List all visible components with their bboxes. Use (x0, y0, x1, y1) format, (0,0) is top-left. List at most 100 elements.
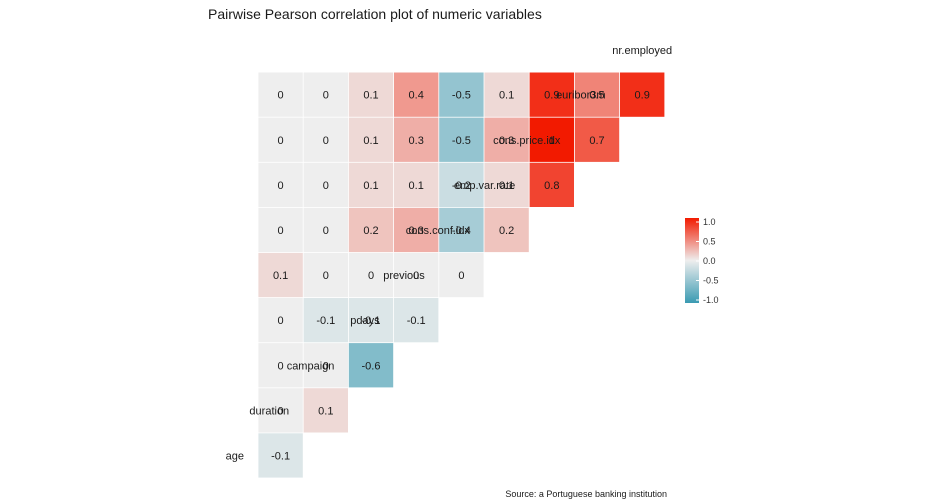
heatmap-cell-cons.price.idx-previous (439, 162, 484, 207)
variable-label-cons-price-idx: cons.price.idx (493, 135, 561, 147)
cell-value-label: 0 (278, 180, 284, 192)
heatmap-cell-nr.employed-duration (303, 72, 348, 117)
cell-value-label: 0.1 (273, 270, 288, 282)
heatmap-cell-emp.var.rate-age (258, 207, 303, 253)
cell-value-label: 0 (368, 270, 374, 282)
cell-value-label: 0.1 (363, 135, 378, 147)
legend-tick-label: 0.5 (703, 237, 716, 247)
cell-value-label: -0.1 (271, 450, 290, 462)
variable-labels: age duration campaign pdays previous cons.con… (226, 45, 673, 462)
heatmap-cell-euribor3m-cons.price.idx (574, 117, 620, 162)
cell-value-label: 0 (323, 225, 329, 237)
heatmap-cell-emp.var.rate-duration (303, 207, 348, 253)
heatmap-cell-cons.price.idx-duration (303, 162, 348, 207)
cell-value-label: 0.1 (499, 180, 514, 192)
cell-value-label: -0.4 (452, 225, 471, 237)
heatmap-cell-nr.employed-age (258, 72, 303, 117)
cell-value-label: 0.3 (409, 135, 424, 147)
cell-value-label: -0.5 (452, 135, 471, 147)
heatmap-cell-nr.employed-previous (439, 72, 484, 117)
cell-value-label: 0.1 (409, 180, 424, 192)
heatmap-cells: -0.1 0 0.1 0 0 -0.6 0 -0.1 -0.1 -0.1 0.1 0 0 0 0 0 0 0.2 0… (258, 72, 665, 478)
cell-value-label: 0.7 (589, 135, 604, 147)
legend-tick-label: -0.5 (703, 276, 719, 286)
cell-value-label: 0 (323, 180, 329, 192)
cell-value-label: 0.1 (363, 90, 378, 102)
variable-label-emp-var-rate: emp.var.rate (454, 180, 515, 192)
cell-value-label: 0 (458, 270, 464, 282)
cell-value-label: 0 (278, 405, 284, 417)
chart-caption: Source: a Portuguese banking institution (505, 489, 667, 499)
cell-value-label: 0 (278, 135, 284, 147)
cell-value-label: 0 (278, 360, 284, 372)
cell-value-label: 0.1 (363, 180, 378, 192)
cell-value-label: 0 (413, 270, 419, 282)
heatmap-cell-euribor3m-pdays (394, 117, 439, 162)
heatmap-cell-pdays-duration (303, 343, 348, 388)
heatmap-cell-cons.price.idx-pdays (394, 162, 439, 207)
cell-value-label: -0.1 (316, 315, 335, 327)
cell-value-label: 0.3 (499, 135, 514, 147)
heatmap-cell-campaign-duration (303, 388, 348, 433)
heatmap-cell-cons.price.idx-campaign (348, 162, 394, 207)
cell-value-label: 0.4 (409, 90, 424, 102)
heatmap-cell-euribor3m-previous (439, 117, 484, 162)
heatmap-cell-nr.employed-euribor3m (620, 72, 665, 117)
heatmap-cell-cons.price.idx-age (258, 162, 303, 207)
heatmap-cell-euribor3m-cons.conf.idx (484, 117, 529, 162)
cell-value-label: 0 (278, 315, 284, 327)
heatmap-cell-nr.employed-campaign (348, 72, 394, 117)
variable-label-duration: duration (249, 405, 289, 417)
cell-value-label: 0.9 (544, 90, 559, 102)
variable-label-cons-conf-idx: cons.conf.idx (406, 225, 471, 237)
cell-value-label: 0.3 (409, 225, 424, 237)
heatmap-cell-cons.price.idx-emp.var.rate (529, 162, 574, 207)
heatmap-cell-emp.var.rate-previous (439, 207, 484, 253)
cell-value-label: 0 (323, 360, 329, 372)
heatmap-cell-emp.var.rate-campaign (348, 207, 394, 253)
cell-value-label: 0.2 (499, 225, 514, 237)
cell-value-label: 0.1 (318, 405, 333, 417)
heatmap-cell-previous-age (258, 298, 303, 343)
heatmap-cell-nr.employed-cons.conf.idx (484, 72, 529, 117)
cell-value-label: -0.2 (452, 180, 471, 192)
cell-value-label: 0.2 (363, 225, 378, 237)
heatmap-cell-previous-duration (303, 298, 348, 343)
heatmap-cell-nr.employed-pdays (394, 72, 439, 117)
heatmap-cell-cons.conf.idx-duration (303, 252, 348, 298)
heatmap-cell-pdays-campaign (348, 343, 394, 388)
heatmap-cell-campaign-age (258, 388, 303, 433)
legend-tick-label: -1.0 (703, 295, 719, 305)
variable-label-euribor3m: euribor3m (556, 90, 606, 102)
legend-tick-label: 0.0 (703, 256, 716, 266)
variable-label-previous: previous (383, 270, 425, 282)
heatmap-cell-emp.var.rate-cons.conf.idx (484, 207, 529, 253)
legend-color-bar (685, 218, 699, 303)
heatmap-cell-previous-campaign (348, 298, 394, 343)
cell-value-label: 1 (549, 135, 555, 147)
heatmap-cell-cons.conf.idx-previous (439, 252, 484, 298)
heatmap-cell-nr.employed-cons.price.idx (574, 72, 620, 117)
heatmap-cell-cons.conf.idx-campaign (348, 252, 394, 298)
cell-value-label: 0.1 (499, 90, 514, 102)
chart-title: Pairwise Pearson correlation plot of num… (208, 6, 542, 22)
heatmap-cell-pdays-age (258, 343, 303, 388)
heatmap-cell-emp.var.rate-pdays (394, 207, 439, 253)
variable-label-campaign: campaign (287, 360, 335, 372)
cell-value-label: -0.6 (362, 360, 381, 372)
cell-value-label: 0.8 (544, 180, 559, 192)
cell-value-label: 0.5 (589, 90, 604, 102)
cell-value-label: 0 (323, 270, 329, 282)
legend-tick-label: 1.0 (703, 217, 716, 227)
heatmap-cell-duration-age (258, 433, 303, 478)
cell-value-label: -0.1 (407, 315, 426, 327)
variable-label-age: age (226, 450, 244, 462)
heatmap-cell-euribor3m-duration (303, 117, 348, 162)
cell-value-label: 0 (323, 135, 329, 147)
heatmap-cell-euribor3m-emp.var.rate (529, 117, 574, 162)
cell-value-label: -0.5 (452, 90, 471, 102)
cell-value-label: -0.1 (362, 315, 381, 327)
cell-value-label: 0 (323, 90, 329, 102)
cell-value-label: 0.9 (635, 90, 650, 102)
